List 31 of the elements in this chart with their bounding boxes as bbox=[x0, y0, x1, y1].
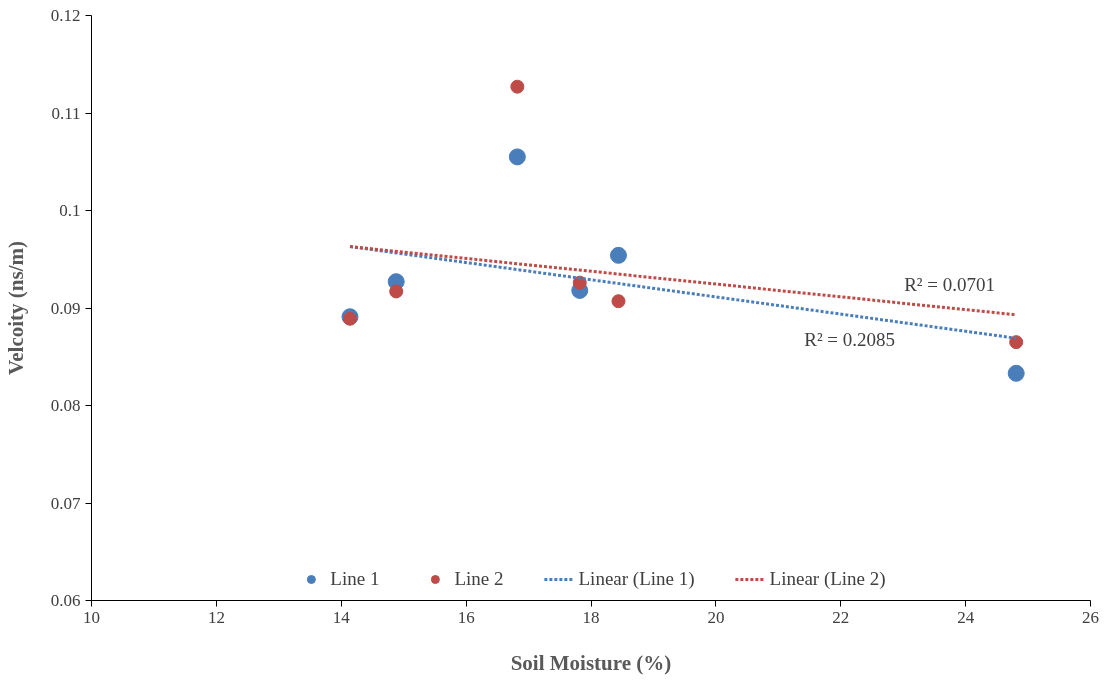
y-tick-label: 0.1 bbox=[59, 201, 81, 220]
x-tick-label: 24 bbox=[957, 607, 975, 627]
point bbox=[389, 284, 404, 299]
point bbox=[1009, 335, 1024, 350]
y-tick-label: 0.12 bbox=[50, 6, 81, 25]
x-tick-label: 18 bbox=[582, 607, 600, 627]
point bbox=[1007, 364, 1025, 382]
y-tick-label: 0.09 bbox=[50, 298, 81, 318]
legend-label: Linear (Line 2) bbox=[769, 568, 886, 590]
x-tick-label: 20 bbox=[707, 607, 725, 627]
legend-label: Line 1 bbox=[330, 568, 380, 590]
legend-label: Line 2 bbox=[454, 568, 504, 590]
x-tick-label: 12 bbox=[207, 607, 225, 627]
x-tick-label: 26 bbox=[1082, 607, 1099, 627]
point bbox=[609, 246, 627, 264]
y-tick-label: 0.06 bbox=[50, 591, 81, 610]
x-tick-label: 10 bbox=[83, 607, 100, 627]
y-axis-title: Velcoity (ns/m) bbox=[3, 241, 28, 375]
annotation: R² = 0.0701 bbox=[904, 273, 996, 295]
y-tick-label: 0.08 bbox=[50, 396, 81, 415]
y-tick-label: 0.11 bbox=[51, 103, 81, 123]
legend-label: Linear (Line 1) bbox=[578, 568, 695, 590]
x-tick-label: 22 bbox=[832, 607, 850, 627]
x-tick-label: 14 bbox=[332, 607, 351, 627]
point bbox=[508, 148, 526, 166]
annotation: R² = 0.2085 bbox=[804, 328, 896, 350]
x-tick-label: 16 bbox=[457, 607, 475, 627]
y-tick-label: 0.07 bbox=[50, 493, 81, 513]
x-axis-title: Soil Moisture (%) bbox=[510, 650, 672, 675]
point bbox=[611, 294, 626, 309]
point bbox=[510, 79, 525, 94]
